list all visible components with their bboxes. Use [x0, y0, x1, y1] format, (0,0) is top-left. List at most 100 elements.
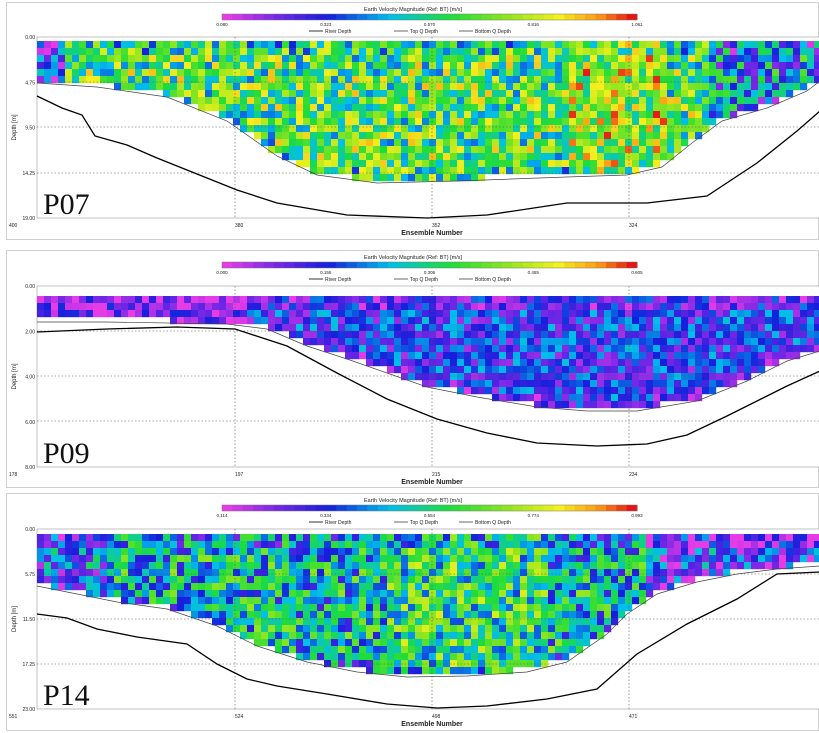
colorbar-segment	[429, 505, 441, 511]
heatmap-cell	[583, 296, 591, 304]
heatmap-cell	[758, 352, 766, 360]
heatmap-cell	[450, 324, 458, 332]
heatmap-cell	[331, 597, 339, 605]
heatmap-cell	[569, 604, 577, 612]
heatmap-cell	[590, 69, 598, 77]
heatmap-cell	[268, 296, 276, 304]
heatmap-cell	[107, 303, 115, 311]
heatmap-cell	[289, 646, 297, 654]
heatmap-cell	[429, 646, 437, 654]
heatmap-cell	[240, 310, 248, 318]
heatmap-cell	[415, 83, 423, 91]
heatmap-cell	[688, 118, 696, 126]
heatmap-cell	[492, 62, 500, 70]
heatmap-cell	[268, 146, 276, 154]
heatmap-cell	[212, 317, 220, 325]
heatmap-cell	[373, 653, 381, 661]
heatmap-cell	[688, 366, 696, 374]
heatmap-cell	[401, 352, 409, 360]
heatmap-cell	[576, 296, 584, 304]
heatmap-cell	[793, 83, 801, 91]
heatmap-cell	[331, 160, 339, 168]
heatmap-cell	[219, 604, 227, 612]
heatmap-cell	[485, 597, 493, 605]
heatmap-cell	[660, 132, 668, 140]
heatmap-cell	[492, 48, 500, 56]
heatmap-cell	[660, 48, 668, 56]
heatmap-cell	[534, 569, 542, 577]
heatmap-cell	[604, 359, 612, 367]
heatmap-cell	[618, 611, 626, 619]
heatmap-cell	[422, 541, 430, 549]
heatmap-cell	[555, 62, 563, 70]
heatmap-cell	[121, 303, 129, 311]
heatmap-cell	[646, 338, 654, 346]
heatmap-cell	[352, 118, 360, 126]
heatmap-cell	[681, 125, 689, 133]
heatmap-cell	[408, 646, 416, 654]
heatmap-cell	[569, 338, 577, 346]
x-tick-label: 234	[629, 472, 638, 478]
heatmap-cell	[688, 331, 696, 339]
heatmap-cell	[541, 41, 549, 49]
heatmap-cell	[58, 562, 66, 570]
heatmap-cell	[324, 303, 332, 311]
heatmap-cell	[681, 352, 689, 360]
heatmap-cell	[758, 69, 766, 77]
colorbar-segment	[408, 14, 420, 20]
heatmap-cell	[541, 310, 549, 318]
heatmap-cell	[450, 590, 458, 598]
heatmap-cell	[310, 160, 318, 168]
heatmap-cell	[506, 303, 514, 311]
heatmap-cell	[814, 62, 819, 70]
heatmap-cell	[415, 618, 423, 626]
heatmap-cell	[541, 555, 549, 563]
heatmap-cell	[268, 541, 276, 549]
heatmap-cell	[730, 324, 738, 332]
heatmap-cell	[492, 331, 500, 339]
heatmap-cell	[212, 590, 220, 598]
heatmap-cell	[527, 660, 535, 668]
heatmap-cell	[471, 667, 479, 675]
heatmap-cell	[548, 401, 556, 409]
heatmap-cell	[688, 90, 696, 98]
x-tick-label: 215	[432, 472, 441, 478]
heatmap-cell	[86, 569, 94, 577]
heatmap-cell	[688, 338, 696, 346]
heatmap-cell	[184, 55, 192, 63]
heatmap-cell	[506, 41, 514, 49]
heatmap-cell	[464, 611, 472, 619]
heatmap-cell	[324, 83, 332, 91]
heatmap-cell	[240, 569, 248, 577]
heatmap-cell	[548, 646, 556, 654]
heatmap-cell	[128, 55, 136, 63]
heatmap-cell	[625, 345, 633, 353]
colorbar-segment	[595, 505, 607, 511]
heatmap-cell	[240, 583, 248, 591]
heatmap-cell	[422, 90, 430, 98]
heatmap-cell	[86, 555, 94, 563]
heatmap-cell	[415, 104, 423, 112]
heatmap-cell	[660, 310, 668, 318]
heatmap-cell	[723, 48, 731, 56]
heatmap-cell	[611, 338, 619, 346]
heatmap-cell	[576, 625, 584, 633]
heatmap-cell	[646, 569, 654, 577]
heatmap-cell	[562, 345, 570, 353]
heatmap-cell	[443, 597, 451, 605]
heatmap-cell	[352, 331, 360, 339]
heatmap-cell	[114, 83, 122, 91]
heatmap-cell	[688, 534, 696, 542]
heatmap-cell	[373, 639, 381, 647]
heatmap-cell	[401, 590, 409, 598]
colorbar-segment	[284, 14, 296, 20]
heatmap-cell	[415, 604, 423, 612]
heatmap-cell	[429, 167, 437, 175]
heatmap-cell	[555, 160, 563, 168]
heatmap-cell	[562, 387, 570, 395]
heatmap-cell	[338, 611, 346, 619]
heatmap-cell	[310, 310, 318, 318]
heatmap-cell	[562, 555, 570, 563]
heatmap-cell	[646, 548, 654, 556]
heatmap-cell	[394, 352, 402, 360]
